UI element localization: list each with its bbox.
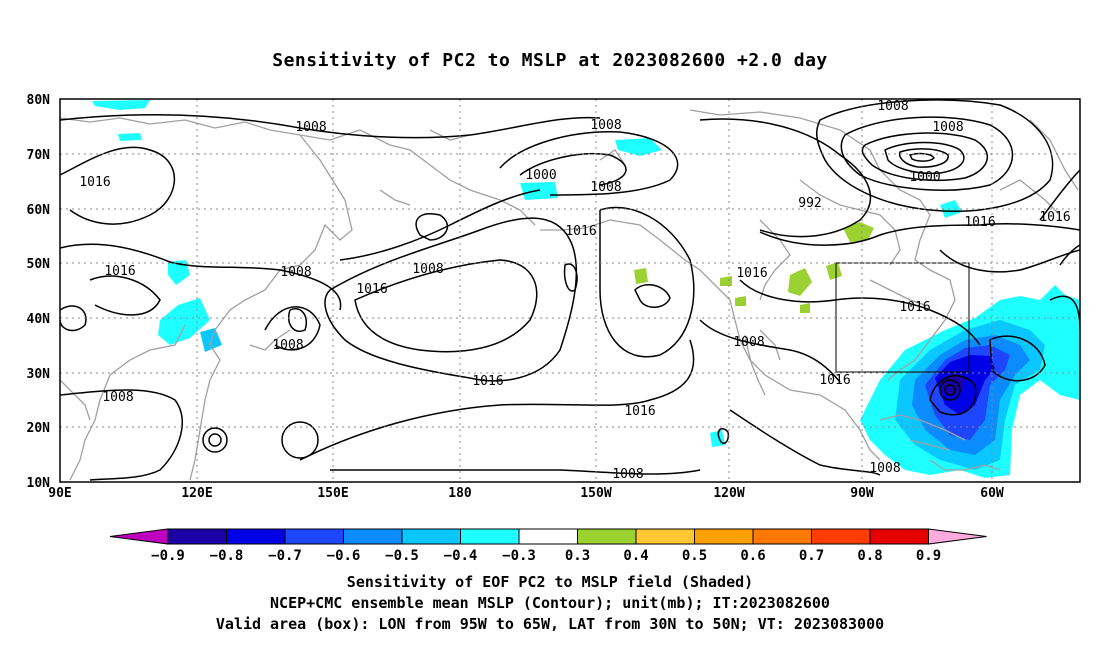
coastlines (60, 109, 1079, 481)
longitude-labels: 90E 120E 150E 180 150W 120W 90W 60W (48, 486, 1004, 501)
colorbar-label: −0.3 (502, 548, 536, 564)
contour-label: 1016 (565, 224, 596, 239)
plot-title: Sensitivity of PC2 to MSLP at 2023082600… (272, 50, 828, 71)
colorbar-swatch (577, 528, 637, 545)
contour-label: 1008 (877, 99, 908, 114)
colorbar-swatch (869, 528, 929, 545)
contour-label: 1016 (624, 404, 655, 419)
colorbar-swatch (343, 528, 403, 545)
lon-label: 60W (980, 486, 1004, 501)
contour-label: 1016 (79, 175, 110, 190)
colorbar-upper-extend (928, 528, 987, 545)
colorbar-label: 0.7 (799, 548, 824, 564)
mslp-contours (60, 99, 1080, 481)
caption-line-2: NCEP+CMC ensemble mean MSLP (Contour); u… (270, 594, 830, 612)
contour-label: 1008 (932, 120, 963, 135)
plot-frame (59, 98, 1081, 483)
negative-sensitivity-shading (92, 100, 1080, 478)
contour-label: 1016 (964, 215, 995, 230)
lat-label: 50N (27, 257, 51, 272)
contour-label: 1008 (590, 180, 621, 195)
contour-label: 1016 (472, 374, 503, 389)
colorbar-label: −0.7 (268, 548, 302, 564)
colorbar-swatch (167, 528, 227, 545)
colorbar-swatch (635, 528, 695, 545)
positive-sensitivity-shading (634, 222, 874, 313)
contour-label: 1008 (612, 467, 643, 482)
lon-label: 90E (48, 486, 71, 501)
contour-label: 1016 (899, 300, 930, 315)
caption: Sensitivity of EOF PC2 to MSLP field (Sh… (0, 572, 1100, 635)
lon-label: 150E (317, 486, 348, 501)
colorbar-label: 0.8 (857, 548, 882, 564)
lon-label: 180 (448, 486, 472, 501)
latitude-labels: 80N 70N 60N 50N 40N 30N 20N 10N (27, 93, 51, 491)
colorbar-label: 0.9 (916, 548, 941, 564)
colorbar: −0.9 −0.8 −0.7 −0.6 −0.5 −0.4 −0.3 0.3 0.4 0.5 0.6… (109, 528, 987, 564)
lon-label: 120E (181, 486, 212, 501)
contour-label: 1016 (104, 264, 135, 279)
lat-label: 30N (27, 367, 51, 382)
colorbar-label: 0.5 (682, 548, 707, 564)
contour-labels: 1008 1008 1008 1016 1000 1008 1008 1000 992 1016 1… (79, 99, 1070, 482)
caption-line-1: Sensitivity of EOF PC2 to MSLP field (Sh… (346, 573, 754, 591)
colorbar-swatch (752, 528, 812, 545)
lat-label: 20N (27, 421, 51, 436)
lat-label: 10N (27, 476, 51, 491)
colorbar-label: −0.4 (444, 548, 478, 564)
lat-label: 60N (27, 203, 51, 218)
lon-label: 150W (580, 486, 611, 501)
lon-label: 120W (713, 486, 744, 501)
lat-label: 40N (27, 312, 51, 327)
contour-label: 1008 (102, 390, 133, 405)
colorbar-label: 0.6 (740, 548, 765, 564)
contour-label: 1016 (356, 282, 387, 297)
contour-label: 1008 (869, 461, 900, 476)
colorbar-swatch (811, 528, 871, 545)
lon-label: 90W (850, 486, 874, 501)
contour-label: 1016 (819, 373, 850, 388)
colorbar-swatch (460, 528, 520, 545)
contour-label: 1016 (736, 266, 767, 281)
contour-label: 1016 (1039, 210, 1070, 225)
colorbar-label: 0.3 (565, 548, 590, 564)
colorbar-label: −0.6 (327, 548, 361, 564)
caption-line-3: Valid area (box): LON from 95W to 65W, L… (215, 615, 885, 633)
colorbar-swatch (694, 528, 754, 545)
contour-label: 1008 (590, 118, 621, 133)
colorbar-label: −0.5 (385, 548, 419, 564)
colorbar-swatch (284, 528, 344, 545)
contour-label: 1008 (295, 120, 326, 135)
colorbar-label: 0.4 (623, 548, 648, 564)
contour-label: 1008 (412, 262, 443, 277)
colorbar-label: −0.8 (210, 548, 244, 564)
contour-label: 1008 (272, 338, 303, 353)
colorbar-swatch (226, 528, 286, 545)
lat-label: 80N (27, 93, 51, 108)
gridlines (60, 99, 1080, 482)
contour-label: 1000 (525, 168, 556, 183)
colorbar-label: −0.9 (151, 548, 185, 564)
contour-label: 1008 (733, 335, 764, 350)
colorbar-lower-extend (109, 528, 169, 545)
lat-label: 70N (27, 148, 51, 163)
contour-label: 992 (798, 196, 821, 211)
contour-label: 1008 (280, 265, 311, 280)
contour-label: 1000 (909, 170, 940, 185)
colorbar-swatch (518, 528, 578, 545)
colorbar-swatch (401, 528, 461, 545)
